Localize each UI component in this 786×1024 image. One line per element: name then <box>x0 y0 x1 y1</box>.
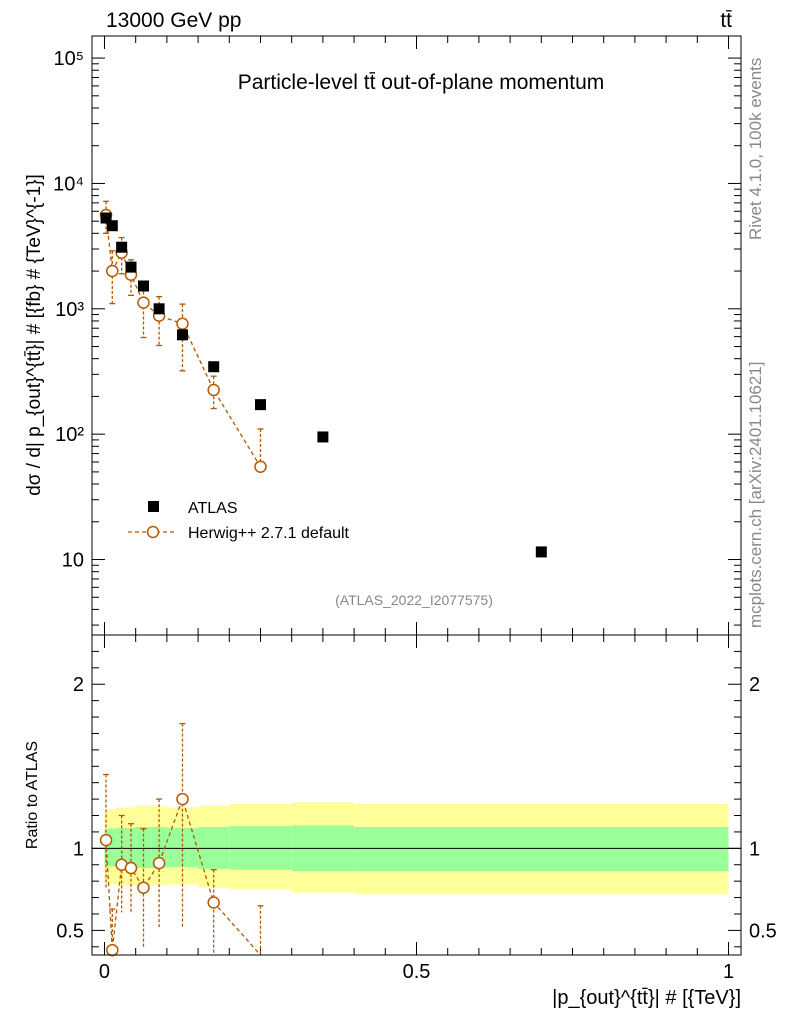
ratio-y-tick-labels: 0.5 0.5 1 1 2 2 <box>56 674 777 942</box>
legend-atlas-marker <box>148 501 159 512</box>
legend-herwig-marker <box>146 525 160 539</box>
mcplots-label: mcplots.cern.ch [arXiv:2401.10621] <box>746 362 765 628</box>
atlas-point <box>106 220 118 232</box>
atlas-point <box>100 212 112 224</box>
atlas-point <box>254 399 266 411</box>
main-y-tick-label: 10 <box>62 550 84 572</box>
atlas-point <box>125 261 137 273</box>
ratio-y-axis-label: Ratio to ATLAS <box>24 741 41 849</box>
atlas-series <box>100 212 547 558</box>
legend-herwig-label: Herwig++ 2.7.1 default <box>188 525 350 542</box>
ratio-frame <box>91 634 742 956</box>
ratio-inner-band <box>126 827 136 868</box>
herwig-point <box>106 264 119 278</box>
energy-label: 13000 GeV pp <box>106 9 241 32</box>
process-label: tt̄ <box>720 9 732 32</box>
x-axis-label: |p_{out}^{tt̄}| # [{TeV}] <box>552 987 741 1009</box>
herwig-line <box>105 214 262 468</box>
chart-title: Particle-level tt̄ out-of-plane momentum <box>238 71 605 94</box>
atlas-point <box>116 241 128 253</box>
main-y-tick-label: 10⁵ <box>53 48 84 70</box>
x-tick-label: 0.5 <box>403 961 431 983</box>
legend-atlas-label: ATLAS <box>188 500 238 517</box>
main-y-tick-label: 10² <box>55 424 84 446</box>
atlas-point <box>176 329 188 341</box>
ratio-herwig-point <box>207 896 220 909</box>
ratio-y-tick-label-right: 1 <box>749 838 760 860</box>
herwig-point <box>254 460 267 473</box>
main-y-tick-label: 10⁴ <box>53 173 84 195</box>
ratio-y-tick-label-right: 0.5 <box>749 920 777 942</box>
main-y-tick-label: 10³ <box>55 299 84 321</box>
main-frame <box>91 35 742 636</box>
atlas-point <box>137 280 149 292</box>
ratio-inner-band <box>151 827 167 869</box>
main-ticks <box>92 36 741 635</box>
ratio-y-tick-label-right: 2 <box>749 674 760 696</box>
ratio-herwig-point <box>176 792 189 806</box>
ratio-herwig-point <box>152 856 166 870</box>
ratio-herwig-point <box>99 833 113 847</box>
main-y-axis-label: dσ / d| p_{out}^{tt̄}| # [{fb} # {TeV}^{… <box>24 174 45 496</box>
x-tick-label: 1 <box>723 961 734 983</box>
ratio-y-tick-label-left: 0.5 <box>56 920 84 942</box>
herwig-point <box>176 317 189 330</box>
atlas-point <box>317 431 329 443</box>
atlas-point <box>535 546 547 558</box>
ratio-herwig-point <box>106 943 119 957</box>
herwig-point <box>207 383 220 397</box>
ratio-y-tick-label-left: 1 <box>73 838 84 860</box>
ratio-inner-band <box>107 828 117 867</box>
legend: ATLAS Herwig++ 2.7.1 default <box>128 500 350 542</box>
ratio-ticks <box>92 635 741 955</box>
herwig-point <box>137 296 150 309</box>
ratio-inner-band <box>354 827 729 872</box>
ratio-inner-band <box>135 827 152 869</box>
ratio-herwig-point <box>137 881 150 894</box>
main-y-tick-labels: 10 10² 10³ 10⁴ 10⁵ <box>53 48 84 571</box>
atlas-point <box>153 303 165 315</box>
rivet-version-label: Rivet 4.1.0, 100k events <box>746 58 765 240</box>
analysis-watermark: (ATLAS_2022_I2077575) <box>335 592 493 608</box>
ratio-herwig-point <box>124 861 138 875</box>
x-tick-labels: 0 0.5 1 <box>99 961 734 983</box>
atlas-point <box>208 361 220 373</box>
main-plot-area: 10 10² 10³ 10⁴ 10⁵ <box>53 35 742 636</box>
ratio-plot-area: 0.5 0.5 1 1 2 2 <box>56 634 777 957</box>
x-tick-label: 0 <box>99 961 110 983</box>
ratio-herwig-series <box>99 722 264 957</box>
ratio-y-tick-label-left: 2 <box>73 674 84 696</box>
